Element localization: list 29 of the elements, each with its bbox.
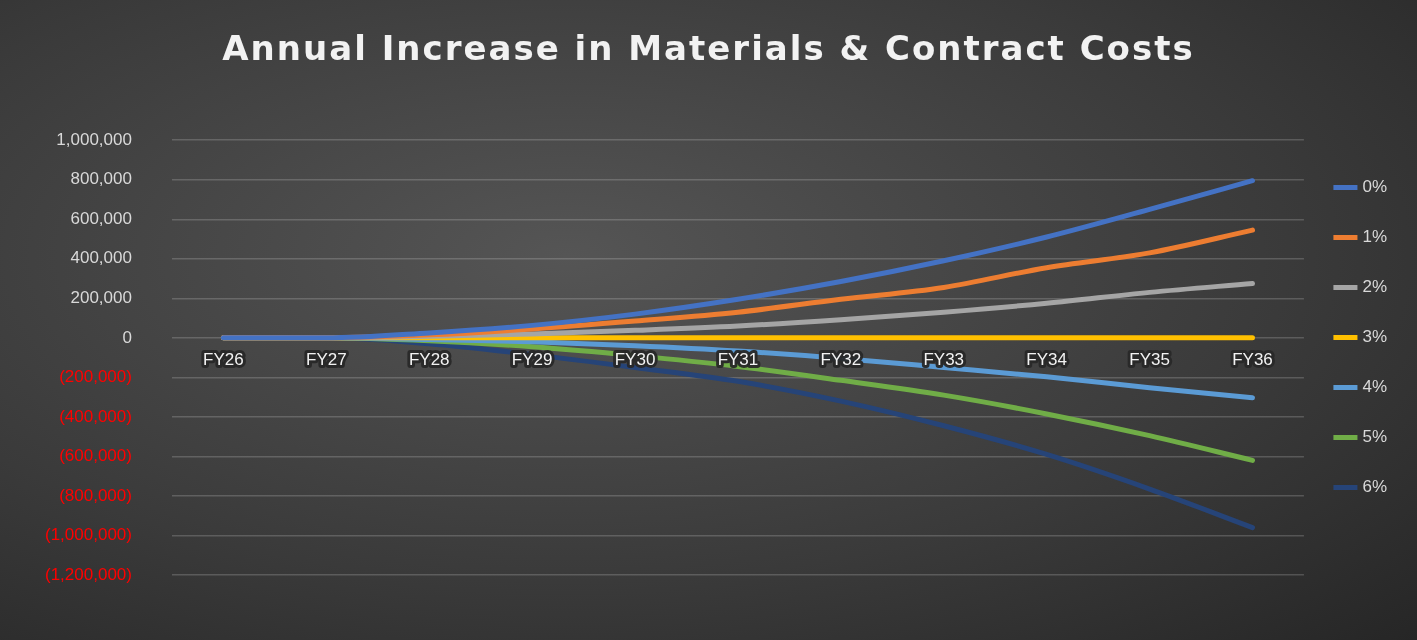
y-tick-label: (400,000): [59, 406, 132, 426]
chart-title: Annual Increase in Materials & Contract Costs: [221, 28, 1196, 68]
y-tick-label: 600,000: [70, 208, 132, 228]
x-tick-label: FY33: [923, 349, 965, 369]
y-tick-label: 1,000,000: [56, 129, 132, 149]
y-tick-label: 400,000: [70, 248, 132, 268]
x-tick-label: FY34: [1026, 349, 1067, 369]
y-tick-label: (1,200,000): [45, 564, 132, 584]
legend-label: 5%: [1362, 427, 1388, 447]
x-tick-label: FY35: [1129, 349, 1170, 369]
legend-label: 6%: [1362, 477, 1388, 497]
legend-label: 3%: [1362, 327, 1388, 347]
x-tick-label: FY36: [1232, 349, 1273, 369]
y-tick-label: (200,000): [59, 367, 132, 387]
legend-label: 1%: [1362, 227, 1388, 247]
x-tick-label: FY29: [511, 349, 553, 369]
legend-label: 4%: [1362, 377, 1388, 397]
x-tick-label: FY26: [203, 349, 244, 369]
y-tick-label: 0: [122, 327, 132, 347]
y-tick-label: 200,000: [70, 288, 132, 307]
x-tick-label: FY31: [717, 349, 759, 369]
y-tick-label: (600,000): [59, 446, 132, 466]
y-tick-label: (800,000): [59, 485, 132, 505]
x-tick-label: FY27: [305, 349, 347, 369]
legend-label: 0%: [1362, 177, 1388, 197]
legend-label: 2%: [1362, 277, 1388, 297]
x-tick-label: FY28: [408, 349, 450, 369]
y-tick-label: (1,000,000): [45, 525, 132, 545]
y-tick-label: 800,000: [70, 169, 132, 189]
